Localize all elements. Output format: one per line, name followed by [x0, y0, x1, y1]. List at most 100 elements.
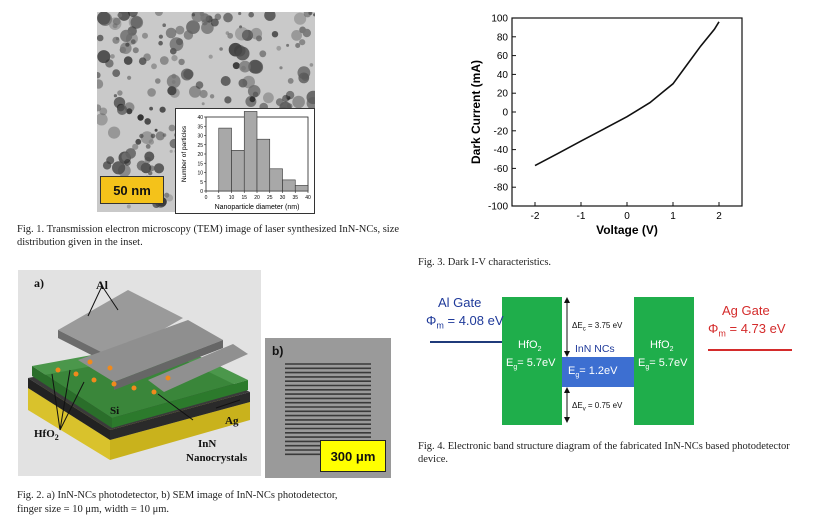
tem-particle — [286, 43, 290, 47]
tem-particle — [183, 69, 194, 80]
tem-particle — [99, 107, 108, 116]
tem-particle — [136, 160, 147, 171]
tem-particle — [309, 63, 314, 67]
tem-particle — [130, 39, 136, 45]
tem-particle — [125, 42, 130, 47]
iv-ytick-label: -20 — [494, 126, 509, 137]
tem-particle — [291, 30, 302, 41]
hfo2-right-eg: Eg= 5.7eV — [638, 357, 687, 371]
inset-xtick-label: 20 — [254, 195, 260, 201]
tem-particle — [239, 60, 251, 73]
ag-phi-value: = 4.73 eV — [725, 321, 786, 336]
tem-particle — [110, 54, 115, 59]
tem-particle — [276, 45, 282, 51]
tem-particle — [220, 76, 231, 86]
tem-particle — [214, 13, 222, 21]
tem-particle — [263, 92, 274, 104]
dec-value: = 3.75 eV — [585, 321, 623, 330]
al-phi-sub: m — [436, 320, 444, 331]
tem-particle — [159, 106, 166, 113]
hfo2-left-eg: Eg= 5.7eV — [506, 357, 555, 371]
tem-particle — [201, 102, 205, 106]
iv-xtick-label: -2 — [531, 211, 540, 222]
tem-particle — [271, 31, 279, 38]
tem-particle — [165, 27, 177, 39]
tem-particle — [168, 124, 176, 132]
tem-particle — [238, 78, 248, 88]
inset-ytick-label: 0 — [200, 189, 203, 195]
inn-block — [562, 357, 634, 387]
ag-gate-level — [708, 349, 792, 351]
dev-text: ΔE — [572, 401, 583, 410]
tem-particle — [142, 32, 148, 39]
tem-particle — [199, 12, 205, 17]
inset-ytick-label: 35 — [197, 124, 203, 130]
histogram-bar — [269, 168, 283, 192]
tem-particle — [209, 94, 215, 99]
tem-particle — [135, 138, 142, 145]
tem-particle — [235, 26, 249, 41]
inset-xtick-label: 5 — [217, 195, 220, 201]
tem-particle — [259, 50, 267, 58]
inset-xtick-label: 35 — [292, 195, 298, 201]
histogram-bar — [282, 179, 296, 192]
tem-particle — [154, 12, 163, 16]
tem-particle — [159, 56, 169, 65]
tem-particle — [97, 104, 102, 112]
tem-particle — [252, 91, 259, 98]
device-drawing — [28, 285, 250, 460]
tem-particle — [97, 113, 108, 126]
tem-particle — [155, 131, 165, 141]
hfo2-sub: 2 — [54, 433, 59, 443]
tem-particle — [164, 192, 170, 198]
ag-phi-sub: m — [718, 328, 726, 339]
tem-particle — [149, 106, 153, 111]
hfo2-right-g: g — [645, 364, 650, 372]
tem-particle — [227, 32, 234, 39]
label-hfo2: HfO2 — [34, 428, 59, 442]
inset-xtick-label: 25 — [267, 195, 273, 201]
tem-particle — [97, 72, 101, 79]
inset-ylabel: Number of particles — [181, 125, 188, 182]
tem-particle — [201, 21, 214, 34]
histogram-bar — [243, 111, 258, 192]
label-al: Al — [96, 278, 108, 292]
tem-particle — [139, 133, 144, 139]
inset-ytick-label: 5 — [200, 180, 203, 186]
al-gate-level — [430, 341, 502, 343]
tem-particle — [108, 17, 122, 30]
histogram: 0 5 10 15 20 25 30 35 40 0 5 10 15 20 25 30 35 40 Nanopart… — [181, 111, 311, 211]
tem-particle — [287, 78, 294, 84]
iv-ytick-label: 20 — [497, 89, 509, 100]
inset-ytick-label: 20 — [197, 152, 203, 158]
tem-particle — [235, 46, 250, 61]
hfo2-left-block — [502, 297, 562, 425]
al-phi: Φ — [426, 313, 437, 328]
tem-particle — [117, 12, 123, 18]
tem-particle — [117, 104, 128, 115]
iv-ytick-label: -60 — [494, 164, 509, 175]
hfo2-right-block — [634, 297, 694, 425]
tem-particle — [138, 57, 147, 65]
inset-xtick-label: 15 — [241, 195, 247, 201]
inn-e: E — [568, 365, 576, 377]
hfo2-left-eg-value: = 5.7eV — [517, 357, 556, 369]
iv-ytick-label: 100 — [491, 14, 508, 25]
tem-particle — [282, 94, 290, 103]
iv-ytick-label: 0 — [502, 108, 508, 119]
label-si: Si — [110, 405, 120, 417]
al-phi-value: = 4.08 eV — [443, 313, 504, 328]
fig2-caption-line2: finger size = 10 μm, width = 10 μm. — [17, 504, 169, 515]
tem-particle — [108, 126, 121, 139]
inset-xtick-label: 30 — [280, 195, 286, 201]
tem-particle — [158, 40, 163, 46]
tem-particle — [249, 96, 256, 103]
tem-particle — [250, 27, 263, 40]
device-schematic — [18, 270, 261, 476]
iv-ytick-label: -40 — [494, 145, 509, 156]
tem-particle — [295, 43, 301, 48]
label-nanocrystals: Nanocrystals — [186, 452, 248, 464]
tem-particle — [113, 94, 117, 98]
tem-particle — [169, 37, 184, 52]
tem-particle — [248, 59, 262, 74]
